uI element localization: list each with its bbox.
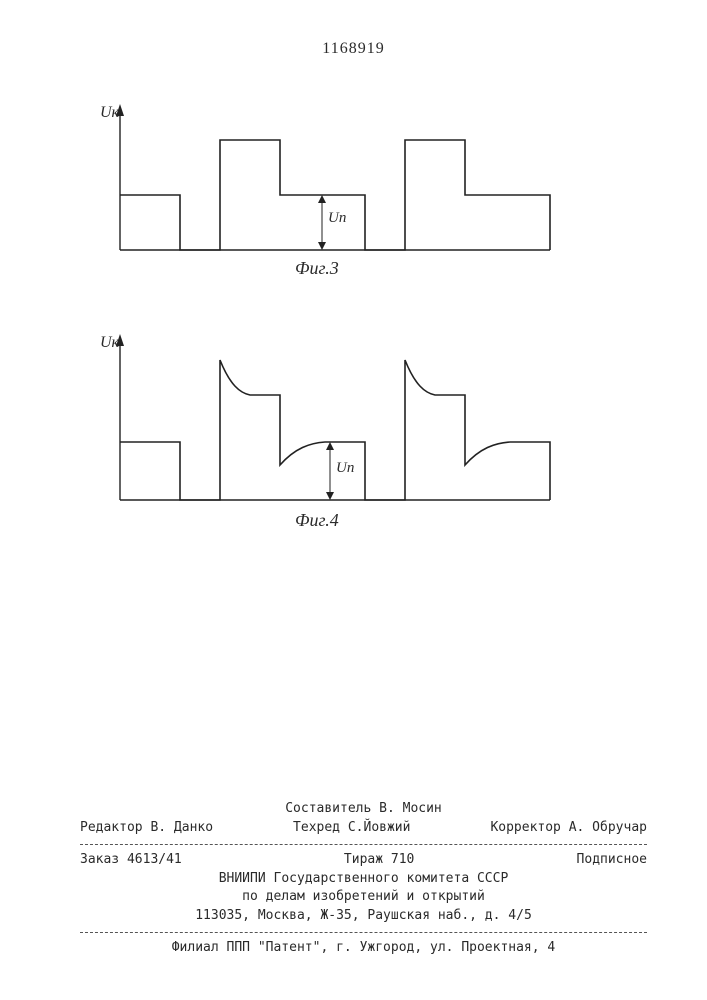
fig4-inner-label: Uп bbox=[336, 460, 354, 477]
fig4-waveform bbox=[120, 360, 550, 500]
footer-divider-2 bbox=[80, 932, 647, 933]
footer-credits-row: Редактор В. Данко Техред С.Йовжий Коррек… bbox=[80, 819, 647, 838]
footer-block: Составитель В. Мосин Редактор В. Данко Т… bbox=[80, 800, 647, 958]
fig3-up-arrowhead-top bbox=[318, 195, 326, 203]
fig3-inner-label: Uп bbox=[328, 210, 346, 227]
fig4-y-label: Uк bbox=[100, 334, 119, 352]
fig3-caption: Фиг.3 bbox=[295, 258, 339, 279]
fig4-svg bbox=[100, 330, 570, 530]
footer-divider-1 bbox=[80, 844, 647, 845]
footer-techred: Техред С.Йовжий bbox=[293, 819, 410, 838]
footer-order: Заказ 4613/41 bbox=[80, 851, 182, 870]
footer-line1: ВНИИПИ Государственного комитета СССР bbox=[80, 870, 647, 889]
footer-line4: Филиал ППП "Патент", г. Ужгород, ул. Про… bbox=[80, 939, 647, 958]
fig3-svg bbox=[100, 100, 570, 275]
fig4-caption: Фиг.4 bbox=[295, 510, 339, 531]
footer-circulation: Тираж 710 bbox=[344, 851, 414, 870]
fig3-y-label: Uк bbox=[100, 104, 119, 122]
fig3-up-arrowhead-bot bbox=[318, 242, 326, 250]
footer-editor: Редактор В. Данко bbox=[80, 819, 213, 838]
fig4-up-arrowhead-bot bbox=[326, 492, 334, 500]
page-number: 1168919 bbox=[0, 40, 707, 58]
footer-signed: Подписное bbox=[577, 851, 647, 870]
footer-line2: по делам изобретений и открытий bbox=[80, 888, 647, 907]
footer-corrector: Корректор А. Обручар bbox=[490, 819, 647, 838]
fig3-waveform bbox=[120, 140, 550, 250]
footer-compiler: Составитель В. Мосин bbox=[80, 800, 647, 819]
figure-3: Uк Uп Фиг.3 bbox=[100, 100, 570, 300]
footer-print-row: Заказ 4613/41 Тираж 710 Подписное bbox=[80, 851, 647, 870]
fig4-up-arrowhead-top bbox=[326, 442, 334, 450]
footer-line3: 113035, Москва, Ж-35, Раушская наб., д. … bbox=[80, 907, 647, 926]
figure-4: Uк Uп Фиг.4 bbox=[100, 330, 570, 560]
